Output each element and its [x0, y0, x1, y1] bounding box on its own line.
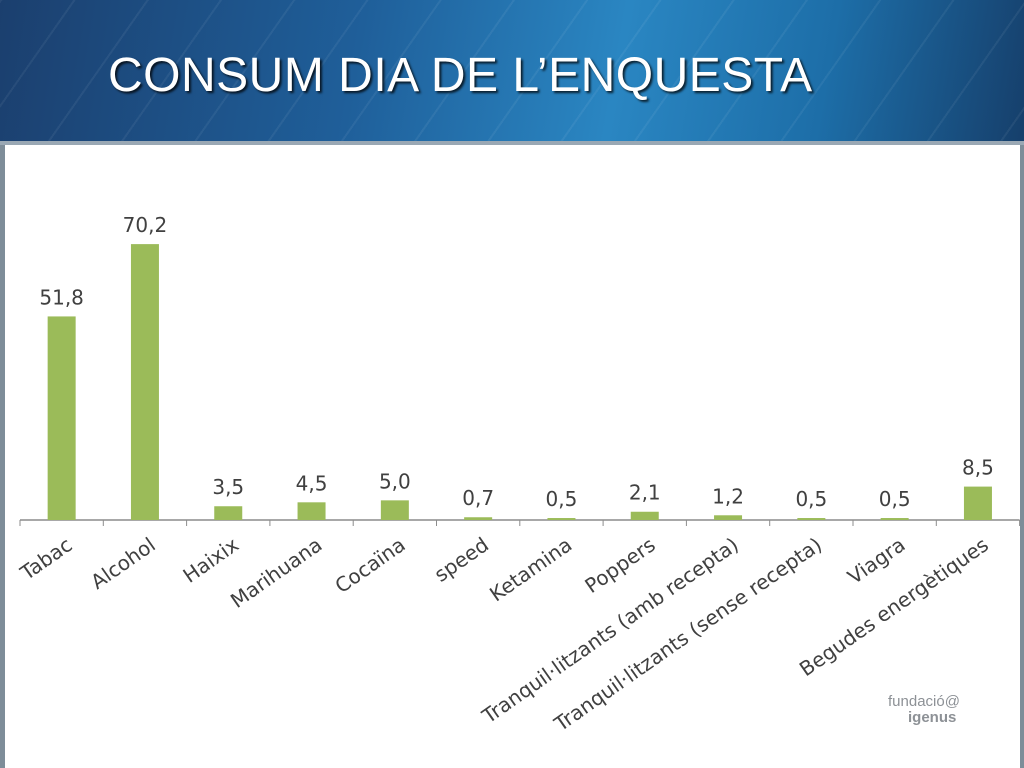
bar-10 — [880, 518, 909, 520]
category-label-10: Viagra — [843, 532, 909, 589]
slide-frame-right — [1020, 145, 1024, 768]
bar-7 — [630, 511, 659, 520]
slide-header: CONSUM DIA DE L’ENQUESTA — [0, 0, 1024, 145]
slide-frame-left — [0, 145, 5, 768]
category-label-0: Tabac — [15, 532, 76, 585]
data-label-6: 0,5 — [546, 487, 578, 511]
bar-0 — [47, 316, 76, 520]
logo-line-1: fundació@ — [888, 693, 960, 710]
bar-6 — [547, 518, 576, 520]
bar-8 — [714, 515, 743, 520]
bar-3 — [297, 502, 326, 520]
category-label-5: speed — [430, 532, 493, 586]
data-label-2: 3,5 — [212, 475, 244, 499]
data-label-7: 2,1 — [629, 481, 661, 505]
bar-1 — [130, 244, 159, 520]
data-label-11: 8,5 — [962, 456, 994, 480]
data-label-1: 70,2 — [123, 213, 168, 237]
fundacio-igenus-logo: fundació@ igenus — [888, 694, 968, 726]
data-label-3: 4,5 — [296, 471, 328, 495]
bar-chart: 51,8 Tabac 70,2 Alcohol 3,5 Haixix 4,5 Marihuan… — [15, 213, 1020, 737]
data-label-10: 0,5 — [879, 487, 911, 511]
bar-4 — [380, 500, 409, 520]
logo-line-2: igenus — [908, 709, 957, 726]
category-label-4: Cocaïna — [330, 532, 409, 598]
category-label-2: Haixix — [178, 532, 243, 587]
data-label-5: 0,7 — [462, 486, 494, 510]
bar-2 — [214, 506, 243, 520]
data-label-9: 0,5 — [795, 487, 827, 511]
category-label-1: Alcohol — [86, 532, 160, 594]
category-label-7: Poppers — [580, 532, 659, 598]
category-label-6: Ketamina — [485, 532, 576, 606]
slide-title: CONSUM DIA DE L’ENQUESTA — [108, 49, 813, 102]
data-label-0: 51,8 — [39, 285, 84, 309]
bar-9 — [797, 518, 826, 520]
data-label-8: 1,2 — [712, 484, 744, 508]
category-label-3: Marihuana — [226, 532, 326, 612]
bar-5 — [464, 517, 493, 520]
bar-11 — [963, 486, 992, 520]
data-label-4: 5,0 — [379, 469, 411, 493]
